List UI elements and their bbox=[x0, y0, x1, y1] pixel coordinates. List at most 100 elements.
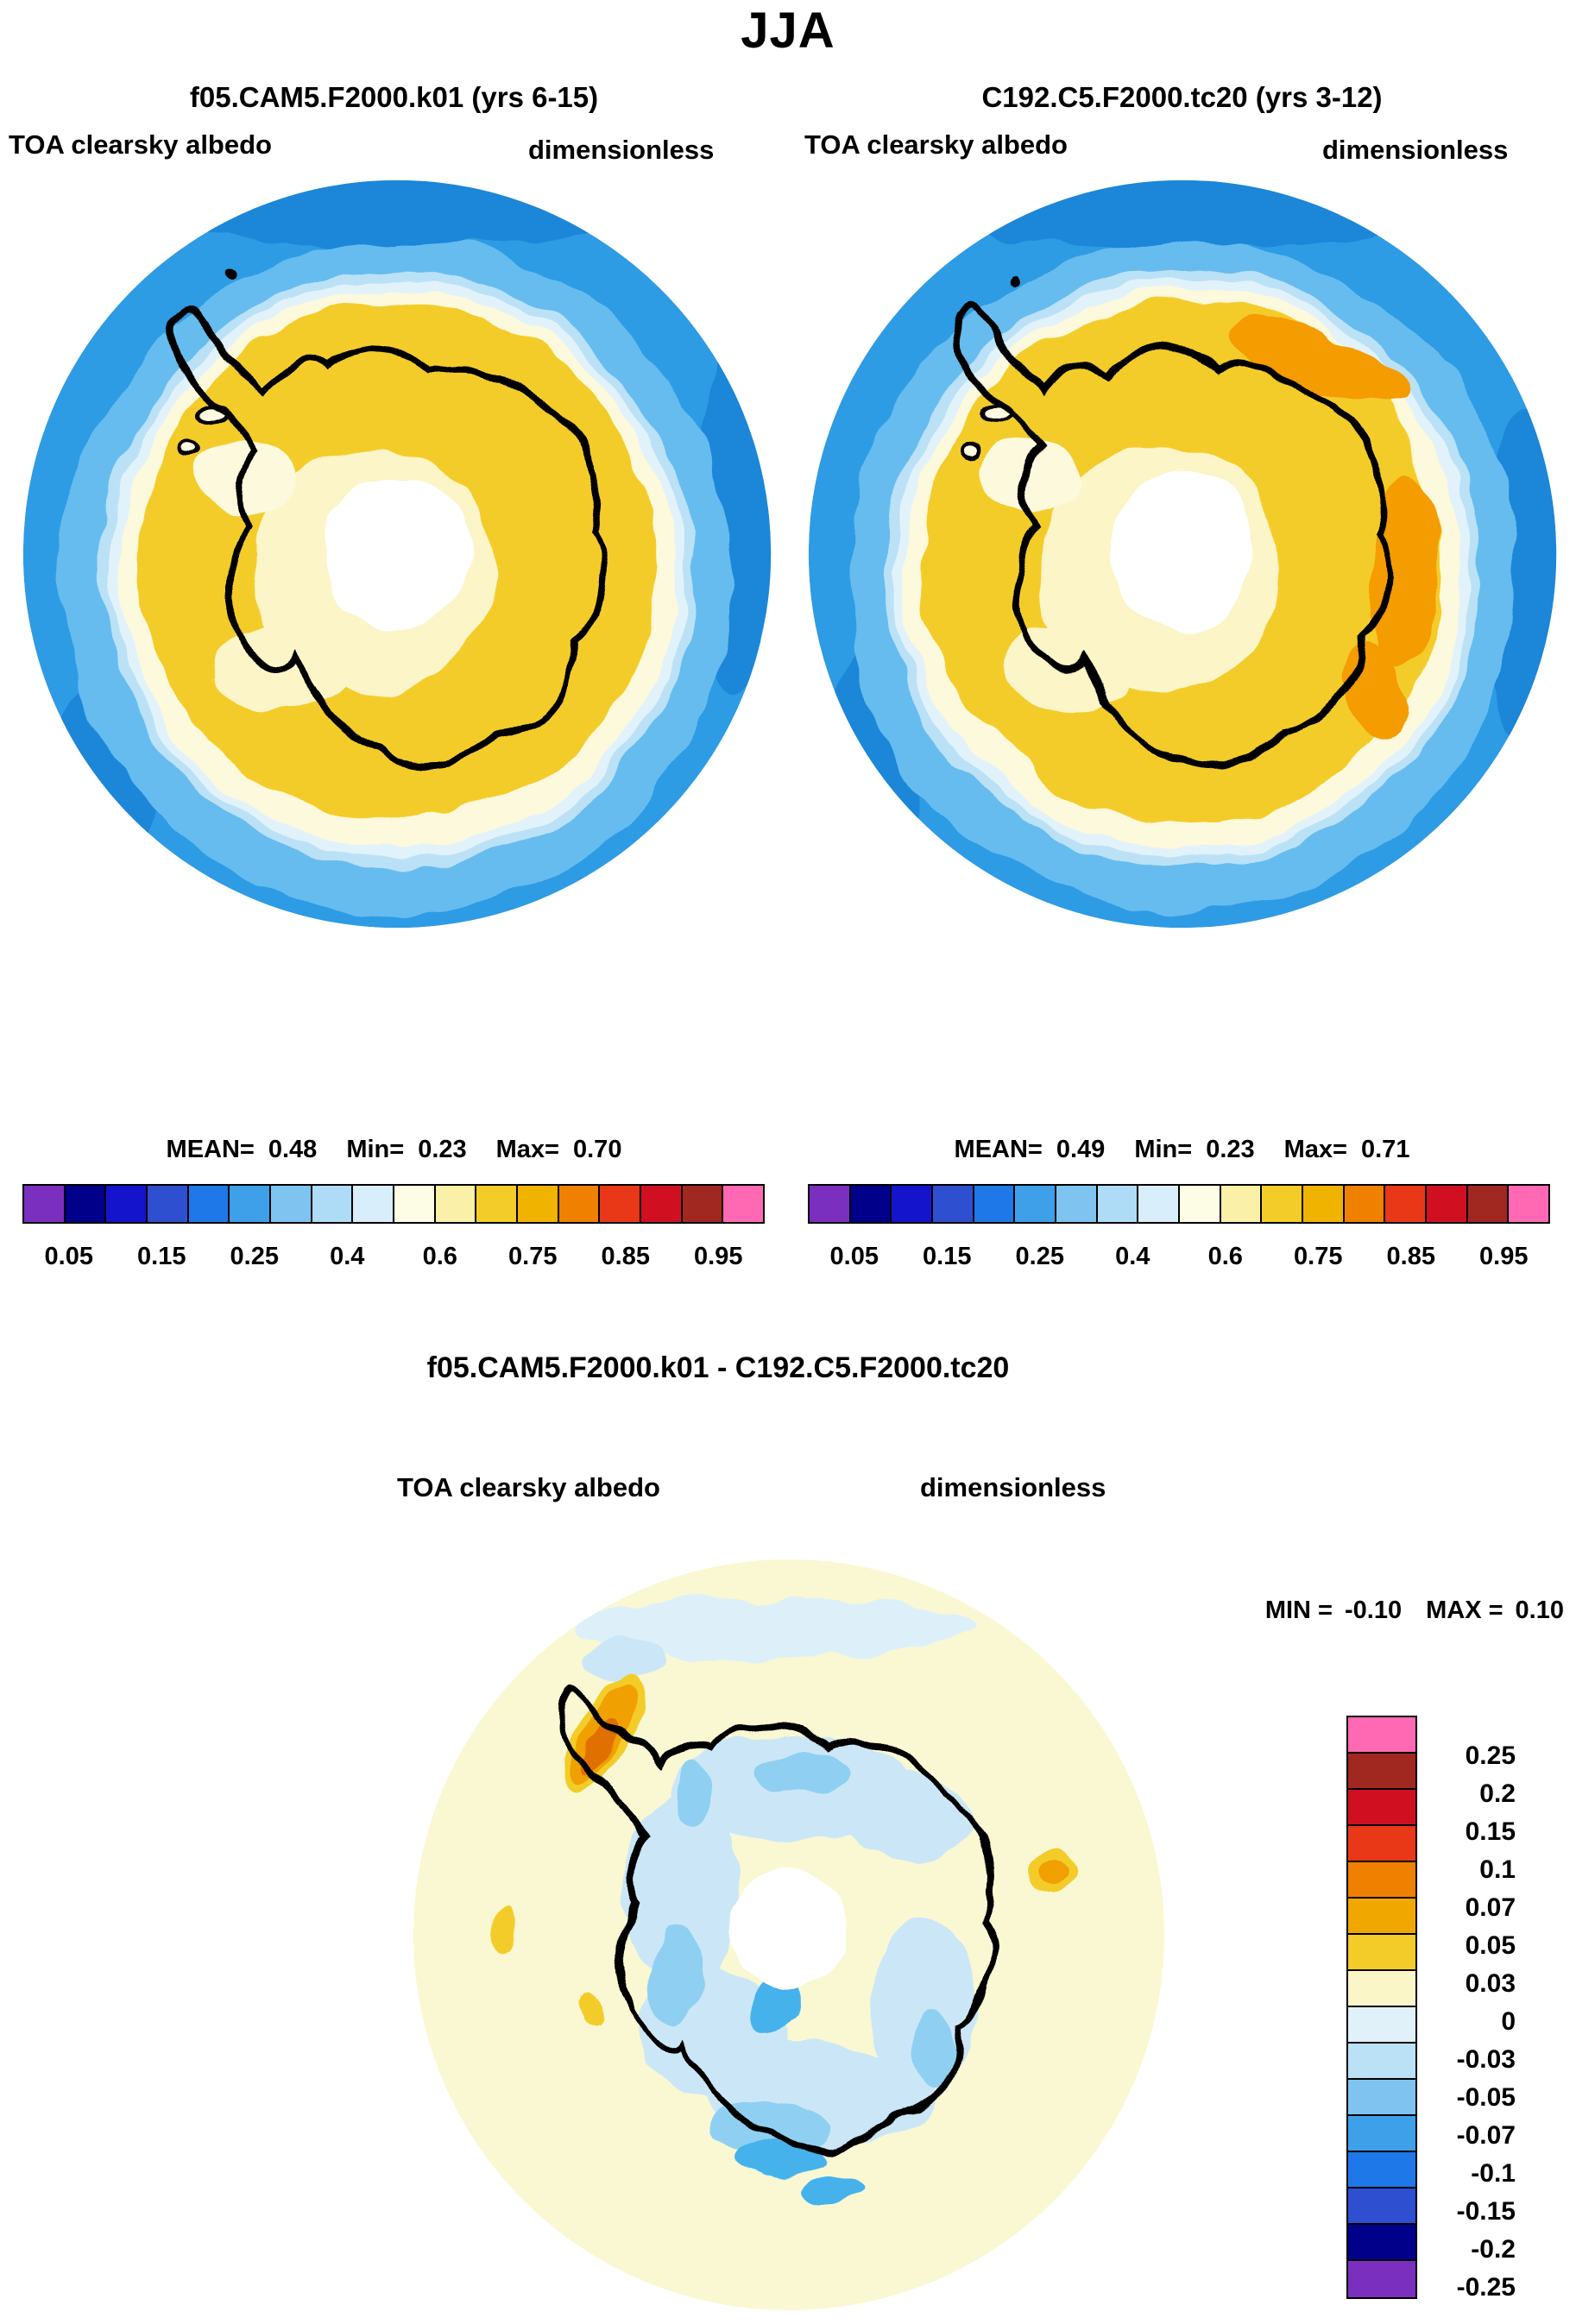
diff-negative-patch bbox=[673, 1758, 713, 1820]
colorbar-cell bbox=[1348, 2007, 1415, 2044]
island bbox=[227, 270, 239, 281]
diff-negative-strong-patch bbox=[792, 2174, 862, 2201]
antarctica-coastline bbox=[167, 304, 608, 770]
stat-min-value: 0.23 bbox=[418, 1136, 467, 1163]
colorbar-cell bbox=[518, 1186, 559, 1222]
diff-run-title: f05.CAM5.F2000.k01 - C192.C5.F2000.tc20 bbox=[426, 1351, 1010, 1384]
range-min-label: MIN = bbox=[1264, 1597, 1333, 1624]
left-units-label: dimensionless bbox=[528, 135, 715, 165]
colorbar-cell bbox=[1344, 1186, 1386, 1222]
diff-negative-patch bbox=[624, 1789, 740, 1989]
island bbox=[1012, 270, 1024, 281]
stat-mean-value: 0.49 bbox=[1056, 1136, 1106, 1163]
antarctica-coastline bbox=[558, 1684, 1000, 2151]
stat-max-label: Max= bbox=[495, 1136, 559, 1163]
colorbar-tick-label: -0.05 bbox=[1456, 2083, 1516, 2112]
diff-colorbar bbox=[1346, 1716, 1417, 2299]
colorbar-cell bbox=[1138, 1186, 1181, 1222]
colorbar-tick-label: 0.2 bbox=[1479, 1779, 1516, 1808]
colorbar-cell bbox=[1348, 2044, 1415, 2080]
diff-negative-patch bbox=[758, 1754, 851, 1793]
colorbar-cell bbox=[1348, 1862, 1415, 1899]
colorbar-tick-label: 0.15 bbox=[1465, 1817, 1516, 1846]
pole-data-hole bbox=[731, 1869, 847, 1985]
colorbar-tick-label: 0.05 bbox=[1465, 1931, 1516, 1960]
colorbar-cell bbox=[1348, 1790, 1415, 1826]
left-map bbox=[22, 179, 772, 929]
left-map-stats: MEAN= 0.48 Min= 0.23 Max= 0.70 bbox=[0, 1136, 788, 1164]
stat-max-value: 0.70 bbox=[573, 1136, 622, 1163]
stat-max-label: Max= bbox=[1283, 1136, 1347, 1163]
colorbar-cell bbox=[188, 1186, 230, 1222]
high-albedo-patch bbox=[1229, 322, 1410, 405]
colorbar-cell bbox=[1509, 1186, 1549, 1222]
colorbar-cell bbox=[1385, 1186, 1428, 1222]
colorbar-cell bbox=[1348, 1971, 1415, 2007]
colorbar-cell bbox=[600, 1186, 642, 1222]
colorbar-tick-label: 0.05 bbox=[44, 1243, 93, 1270]
diff-positive-spot bbox=[574, 1996, 597, 2027]
colorbar-tick-label: 0.75 bbox=[508, 1243, 558, 1270]
island bbox=[960, 441, 985, 461]
colorbar-cell bbox=[1348, 1754, 1415, 1790]
colorbar-cell bbox=[230, 1186, 272, 1222]
stat-mean-label: MEAN= bbox=[954, 1136, 1043, 1163]
colorbar-tick-label: 0.75 bbox=[1294, 1243, 1343, 1270]
diff-colorbar-ticks: 0.25 0.2 0.15 0.1 0.07 0.05 0.03 0 -0.03 -0.05 -0.… bbox=[1426, 1737, 1516, 2307]
colorbar-cell bbox=[1467, 1186, 1510, 1222]
colorbar-tick-label: 0.07 bbox=[1465, 1893, 1516, 1922]
colorbar-tick-label: 0.6 bbox=[422, 1243, 457, 1270]
colorbar-tick-label: 0.15 bbox=[137, 1243, 186, 1270]
colorbar-cell bbox=[271, 1186, 312, 1222]
diff-map bbox=[413, 1559, 1165, 2311]
colorbar-tick-label: -0.07 bbox=[1456, 2121, 1516, 2150]
colorbar-cell bbox=[1348, 1826, 1415, 1862]
high-albedo-patch bbox=[1367, 466, 1440, 672]
colorbar-tick-label: 0.95 bbox=[694, 1243, 743, 1270]
ocean-deep-patch bbox=[122, 179, 672, 249]
right-colorbar bbox=[808, 1184, 1550, 1224]
colorbar-tick-label: -0.25 bbox=[1456, 2273, 1516, 2302]
right-colorbar-ticks: 0.05 0.15 0.25 0.4 0.6 0.75 0.85 0.95 bbox=[808, 1243, 1550, 1271]
colorbar-cell bbox=[65, 1186, 107, 1222]
pole-data-hole bbox=[1106, 474, 1259, 627]
stat-min-value: 0.23 bbox=[1206, 1136, 1255, 1163]
colorbar-cell bbox=[1097, 1186, 1139, 1222]
colorbar-tick-label: 0.25 bbox=[1465, 1741, 1516, 1770]
colorbar-cell bbox=[1262, 1186, 1304, 1222]
left-colorbar bbox=[22, 1184, 765, 1224]
figure-title: JJA bbox=[741, 3, 835, 59]
colorbar-cell bbox=[810, 1186, 851, 1222]
colorbar-tick-label: 0.85 bbox=[1386, 1243, 1435, 1270]
colorbar-cell bbox=[850, 1186, 892, 1222]
right-run-title: C192.C5.F2000.tc20 (yrs 3-12) bbox=[981, 81, 1383, 113]
left-field-label: TOA clearsky albedo bbox=[9, 129, 272, 160]
right-map-stats: MEAN= 0.49 Min= 0.23 Max= 0.71 bbox=[788, 1136, 1576, 1164]
diff-negative-patch bbox=[850, 1777, 974, 1862]
left-run-title: f05.CAM5.F2000.k01 (yrs 6-15) bbox=[189, 81, 599, 113]
colorbar-cell bbox=[1056, 1186, 1098, 1222]
diff-positive-spot bbox=[1036, 1860, 1063, 1887]
colorbar-cell bbox=[892, 1186, 934, 1222]
colorbar-cell bbox=[1348, 2189, 1415, 2225]
colorbar-cell bbox=[1348, 2152, 1415, 2189]
diff-positive-spot bbox=[494, 1904, 517, 1950]
colorbar-tick-label: 0.1 bbox=[1479, 1855, 1516, 1884]
colorbar-tick-label: -0.1 bbox=[1471, 2159, 1516, 2188]
right-field-label: TOA clearsky albedo bbox=[804, 129, 1068, 160]
colorbar-tick-label: -0.15 bbox=[1456, 2197, 1516, 2226]
colorbar-cell bbox=[1303, 1186, 1345, 1222]
colorbar-cell bbox=[1348, 1935, 1415, 1971]
right-map bbox=[808, 179, 1557, 929]
pole-data-hole bbox=[320, 474, 474, 627]
diff-negative-patch bbox=[574, 1597, 974, 1660]
colorbar-tick-label: 0.4 bbox=[1115, 1243, 1150, 1270]
colorbar-tick-label: 0.03 bbox=[1465, 1969, 1516, 1998]
left-colorbar-ticks: 0.05 0.15 0.25 0.4 0.6 0.75 0.85 0.95 bbox=[22, 1243, 765, 1271]
colorbar-cell bbox=[24, 1186, 66, 1222]
colorbar-cell bbox=[682, 1186, 724, 1222]
ocean-deep-patch bbox=[907, 179, 1458, 249]
colorbar-tick-label: 0.85 bbox=[601, 1243, 650, 1270]
diff-positive-core bbox=[583, 1716, 620, 1770]
